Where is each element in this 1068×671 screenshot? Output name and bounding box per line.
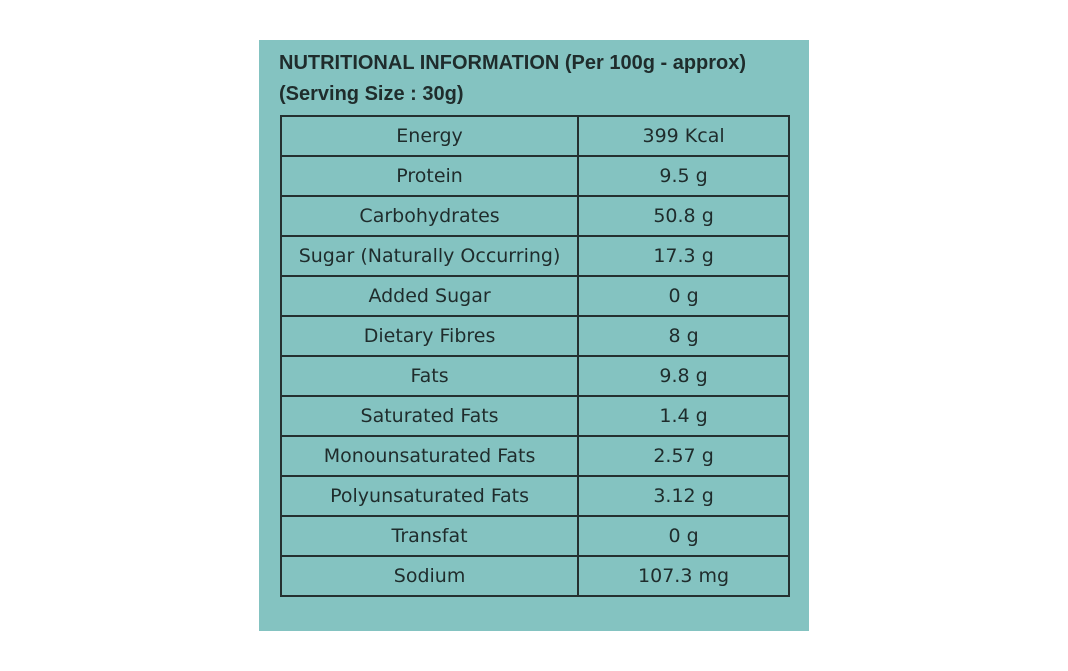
nutrient-value: 3.12 g [577, 475, 790, 517]
nutrient-name: Protein [279, 155, 580, 197]
nutrient-name: Monounsaturated Fats [279, 435, 580, 477]
nutrient-value: 50.8 g [577, 195, 790, 237]
nutrient-name: Sodium [279, 555, 580, 597]
nutrient-value: 1.4 g [577, 395, 790, 437]
table-row: Carbohydrates 50.8 g [279, 195, 790, 237]
nutrient-name: Energy [279, 115, 580, 157]
nutrient-value: 9.8 g [577, 355, 790, 397]
nutrient-value: 0 g [577, 515, 790, 557]
table-row: Saturated Fats 1.4 g [279, 395, 790, 437]
table-row: Polyunsaturated Fats 3.12 g [279, 475, 790, 517]
table-row: Fats 9.8 g [279, 355, 790, 397]
nutrient-name: Carbohydrates [279, 195, 580, 237]
nutrient-name: Saturated Fats [279, 395, 580, 437]
nutrient-value: 399 Kcal [577, 115, 790, 157]
nutrient-value: 107.3 mg [577, 555, 790, 597]
nutrition-panel: NUTRITIONAL INFORMATION (Per 100g - appr… [259, 40, 809, 631]
table-row: Monounsaturated Fats 2.57 g [279, 435, 790, 477]
nutrient-value: 2.57 g [577, 435, 790, 477]
table-row: Energy 399 Kcal [279, 115, 790, 157]
nutrient-name: Sugar (Naturally Occurring) [279, 235, 580, 277]
table-row: Sodium 107.3 mg [279, 555, 790, 597]
nutrient-value: 8 g [577, 315, 790, 357]
nutrient-name: Fats [279, 355, 580, 397]
table-row: Dietary Fibres 8 g [279, 315, 790, 357]
nutrient-value: 0 g [577, 275, 790, 317]
nutrient-value: 9.5 g [577, 155, 790, 197]
nutrition-table: Energy 399 Kcal Protein 9.5 g Carbohydra… [279, 115, 790, 597]
table-row: Sugar (Naturally Occurring) 17.3 g [279, 235, 790, 277]
title-line-1: NUTRITIONAL INFORMATION (Per 100g - appr… [279, 52, 747, 74]
nutrient-name: Polyunsaturated Fats [279, 475, 580, 517]
table-row: Protein 9.5 g [279, 155, 790, 197]
nutrition-title: NUTRITIONAL INFORMATION (Per 100g - appr… [279, 48, 804, 110]
table-row: Added Sugar 0 g [279, 275, 790, 317]
table-row: Transfat 0 g [279, 515, 790, 557]
nutrient-name: Added Sugar [279, 275, 580, 317]
nutrient-name: Transfat [279, 515, 580, 557]
nutrient-value: 17.3 g [577, 235, 790, 277]
title-line-2-serving-size: (Serving Size : 30g) [279, 83, 464, 105]
nutrient-name: Dietary Fibres [279, 315, 580, 357]
